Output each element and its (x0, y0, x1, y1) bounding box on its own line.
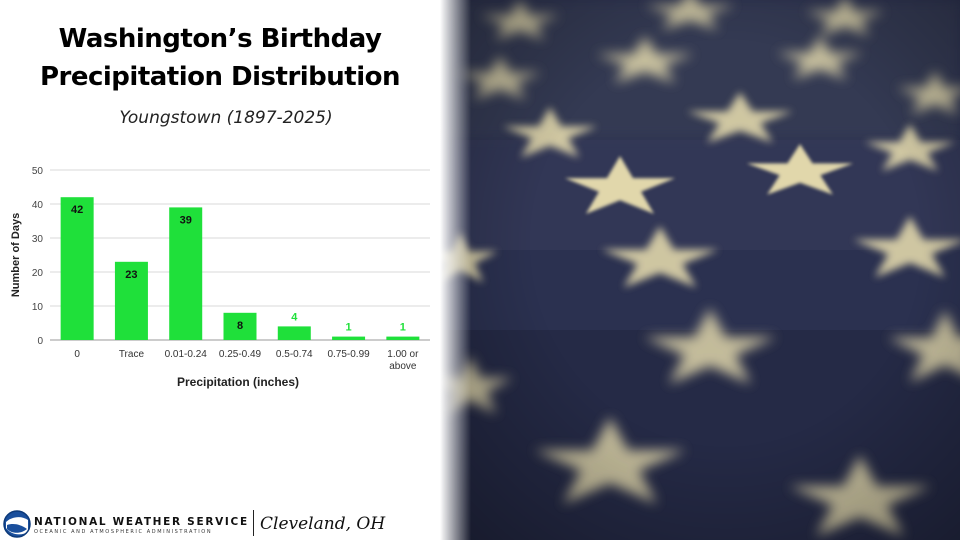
american-flag-stars-photo (440, 0, 960, 540)
nws-agency-subtitle: OCEANIC AND ATMOSPHERIC ADMINISTRATION (34, 529, 213, 535)
data-label: 1 (346, 322, 352, 334)
bar (332, 336, 366, 340)
bar (277, 326, 311, 340)
x-tick-label: 0.25-0.49 (219, 349, 262, 360)
chart-title-line2: Precipitation Distribution (39, 62, 401, 92)
data-label: 4 (291, 311, 298, 323)
bar (60, 197, 94, 340)
footer-divider (253, 510, 254, 536)
x-tick-label: 0 (74, 349, 80, 360)
y-tick-label: 50 (32, 166, 44, 177)
data-label: 8 (237, 320, 243, 332)
x-tick-label: 0.75-0.99 (327, 349, 370, 360)
y-tick-label: 40 (32, 200, 44, 211)
x-axis-label: Precipitation (inches) (177, 375, 299, 389)
y-tick-label: 30 (32, 234, 44, 245)
y-tick-label: 20 (32, 268, 44, 279)
x-tick-label: 1.00 or (387, 349, 419, 360)
bar (114, 261, 148, 340)
x-tick-label: above (389, 361, 417, 372)
bar (169, 207, 203, 340)
nws-agency-name: NATIONAL WEATHER SERVICE (34, 516, 249, 528)
chart-subtitle: Youngstown (1897-2025) (119, 108, 333, 128)
x-tick-label: 0.5-0.74 (276, 349, 313, 360)
data-label: 1 (400, 322, 406, 334)
precipitation-bar-chart: 0 10 20 30 40 50 42 0 23 Trace 39 0.01-0.24 8 0.25-0.… (10, 166, 430, 389)
data-label: 39 (180, 214, 192, 226)
y-axis-label: Number of Days (10, 213, 22, 297)
x-tick-label: 0.01-0.24 (165, 349, 208, 360)
data-label: 23 (125, 269, 137, 281)
y-tick-label: 0 (37, 336, 43, 347)
data-label: 42 (71, 204, 83, 216)
bar (223, 312, 257, 340)
office-name: Cleveland, OH (260, 514, 386, 534)
bar (386, 336, 420, 340)
x-tick-label: Trace (119, 349, 145, 360)
noaa-logo-icon (3, 510, 31, 538)
chart-title-line1: Washington’s Birthday (58, 24, 382, 54)
y-tick-label: 10 (32, 302, 44, 313)
